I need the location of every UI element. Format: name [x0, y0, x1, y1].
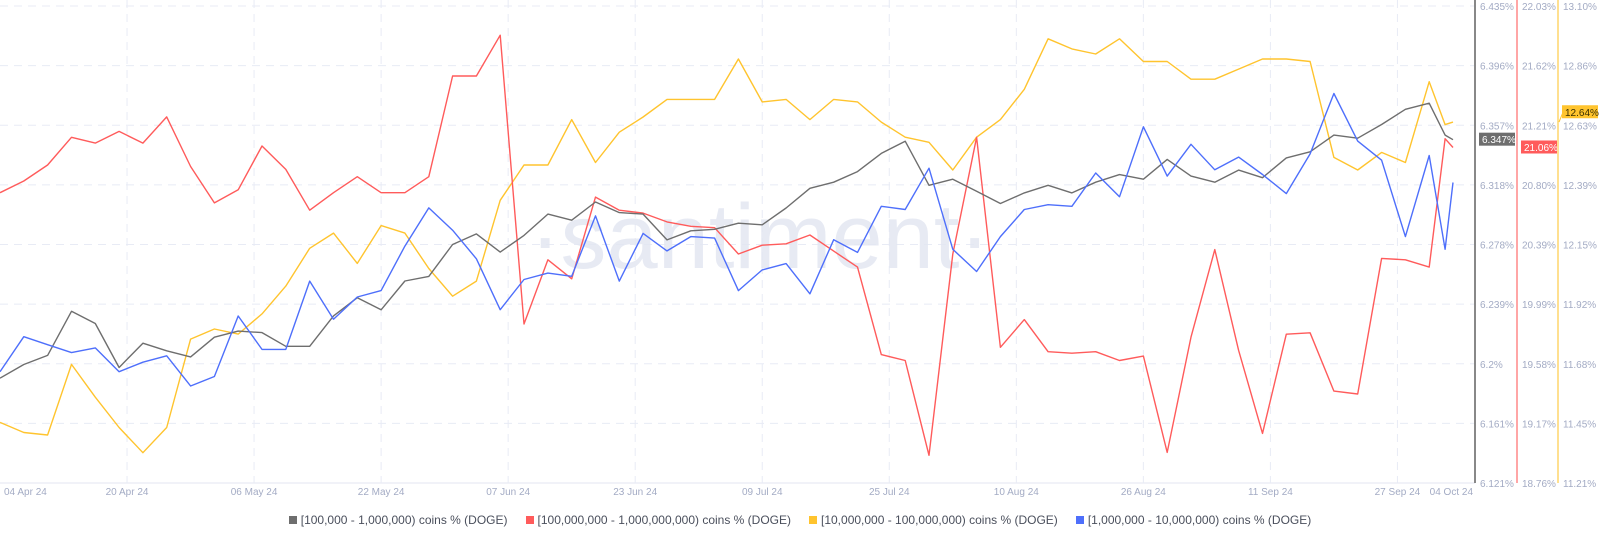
legend-swatch	[1075, 516, 1084, 524]
x-tick-label: 10 Aug 24	[994, 487, 1039, 498]
y-tick-label-yellow: 12.86%	[1563, 62, 1597, 73]
y-tick-label-red: 20.39%	[1522, 241, 1556, 252]
y-tick-label-red: 21.21%	[1522, 121, 1556, 132]
y-tick-label-red: 19.17%	[1522, 419, 1556, 430]
x-tick-label: 23 Jun 24	[613, 487, 657, 498]
x-tick-label: 07 Jun 24	[486, 487, 530, 498]
last-value-label-yellow: 12.64%	[1565, 108, 1599, 119]
x-tick-label: 27 Sep 24	[1375, 487, 1421, 498]
y-tick-label-yellow: 11.92%	[1563, 300, 1596, 311]
y-tick-label-yellow: 13.10%	[1563, 2, 1597, 13]
last-value-badge-red	[1521, 140, 1557, 154]
last-value-badge-gray	[1479, 132, 1515, 146]
legend-label: [100,000 - 1,000,000) coins % (DOGE)	[300, 513, 508, 527]
y-tick-label-red: 18.76%	[1522, 479, 1556, 490]
y-tick-label-red: 19.99%	[1522, 300, 1556, 311]
x-tick-label: 20 Apr 24	[106, 487, 149, 498]
legend-item-red[interactable]: [100,000,000 - 1,000,000,000) coins % (D…	[525, 513, 791, 527]
legend-swatch	[525, 516, 534, 524]
series-line-red	[0, 34, 1454, 456]
y-tick-label-yellow: 11.68%	[1563, 360, 1596, 371]
last-value-label-gray: 6.347%	[1482, 135, 1516, 146]
y-tick-label-red: 20.80%	[1522, 181, 1556, 192]
y-tick-label-red: 22.03%	[1522, 2, 1556, 13]
x-tick-label: 26 Aug 24	[1121, 487, 1166, 498]
legend-swatch	[809, 516, 817, 524]
y-tick-label-yellow: 12.15%	[1563, 241, 1597, 252]
y-tick-label-gray: 6.318%	[1480, 181, 1514, 192]
legend-label: [100,000,000 - 1,000,000,000) coins % (D…	[537, 513, 791, 527]
x-tick-label: 25 Jul 24	[869, 487, 910, 498]
x-tick-label: 04 Oct 24	[1430, 487, 1474, 498]
x-tick-label: 22 May 24	[358, 487, 405, 498]
y-tick-label-yellow: 11.45%	[1563, 419, 1596, 430]
y-tick-label-gray: 6.357%	[1480, 121, 1514, 132]
legend-label: [10,000,000 - 100,000,000) coins % (DOGE…	[821, 513, 1058, 527]
x-tick-label: 04 Apr 24	[4, 487, 47, 498]
legend-item-gray[interactable]: [100,000 - 1,000,000) coins % (DOGE)	[288, 513, 508, 527]
chart: 04 Apr 24 20 Apr 24 06 May 24 22 May 24 07 J…	[0, 0, 1599, 498]
y-tick-label-gray: 6.239%	[1480, 300, 1514, 311]
y-tick-label-gray: 6.121%	[1480, 479, 1514, 490]
y-tick-label-yellow: 11.21%	[1563, 479, 1596, 490]
legend-label: [1,000,000 - 10,000,000) coins % (DOGE)	[1087, 513, 1312, 527]
x-tick-label: 06 May 24	[231, 487, 278, 498]
y-tick-label-gray: 6.161%	[1480, 419, 1514, 430]
y-tick-label-gray: 6.278%	[1480, 241, 1514, 252]
y-tick-label-gray: 6.2%	[1480, 360, 1503, 371]
y-tick-label-gray: 6.396%	[1480, 62, 1514, 73]
legend: [100,000 - 1,000,000) coins % (DOGE) [10…	[0, 513, 1600, 527]
y-tick-label-red: 19.58%	[1522, 360, 1556, 371]
y-tick-label-yellow: 12.39%	[1563, 181, 1597, 192]
y-tick-label-yellow: 12.63%	[1563, 121, 1597, 132]
series-line-blue	[0, 92, 1454, 387]
y-tick-label-red: 21.62%	[1522, 62, 1556, 73]
legend-swatch	[288, 516, 297, 524]
y-tick-label-gray: 6.435%	[1480, 2, 1514, 13]
legend-item-blue[interactable]: [1,000,000 - 10,000,000) coins % (DOGE)	[1075, 513, 1312, 527]
x-tick-label: 09 Jul 24	[742, 487, 783, 498]
last-value-label-red: 21.06%	[1524, 143, 1558, 154]
legend-item-yellow[interactable]: [10,000,000 - 100,000,000) coins % (DOGE…	[809, 513, 1058, 527]
x-tick-label: 11 Sep 24	[1248, 487, 1293, 498]
last-value-badge-yellow	[1562, 105, 1598, 119]
series-line-gray	[0, 102, 1454, 379]
